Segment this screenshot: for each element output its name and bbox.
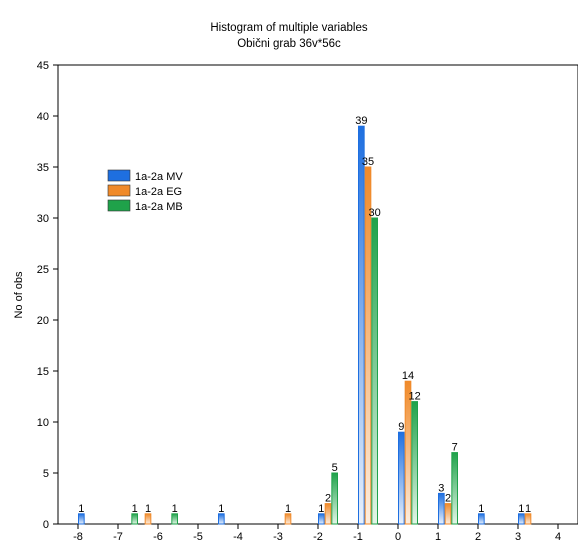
bar xyxy=(131,513,138,525)
bar-value-label: 1 xyxy=(132,503,138,515)
y-axis-label: No of obs xyxy=(13,271,25,319)
bar-value-label: 39 xyxy=(355,115,367,127)
bar xyxy=(404,380,412,525)
bar-value-label: 3 xyxy=(438,482,444,494)
bars-layer xyxy=(78,125,532,525)
y-tick-label: 40 xyxy=(37,111,49,123)
bar xyxy=(438,492,445,525)
legend-label-mb: 1a-2a MB xyxy=(135,201,183,213)
y-tick-label: 10 xyxy=(37,417,49,429)
x-tick-label: -5 xyxy=(193,531,203,542)
bar-value-label: 30 xyxy=(369,207,381,219)
chart-title: Histogram of multiple variables xyxy=(210,22,367,34)
x-tick-label: -4 xyxy=(233,531,243,542)
x-tick-label: -1 xyxy=(353,531,363,542)
y-axis: 0 5 10 15 20 25 30 35 40 45 xyxy=(37,60,58,531)
x-tick-label: 3 xyxy=(515,531,521,542)
bar-value-label: 1 xyxy=(318,503,324,515)
bar xyxy=(364,166,372,525)
x-tick-label: 4 xyxy=(555,531,561,542)
x-tick-label: -8 xyxy=(73,531,83,542)
legend: 1a-2a MV 1a-2a EG 1a-2a MB xyxy=(107,169,183,213)
legend-swatch-eg xyxy=(107,184,131,197)
x-tick-label: -2 xyxy=(313,531,323,542)
bar xyxy=(144,513,152,525)
bar xyxy=(524,513,532,525)
x-tick-label: -7 xyxy=(113,531,123,542)
bar-value-label: 1 xyxy=(478,503,484,515)
y-tick-label: 20 xyxy=(37,315,49,327)
bar xyxy=(78,513,85,525)
x-tick-label: -3 xyxy=(273,531,283,542)
bar xyxy=(518,513,525,525)
bar xyxy=(218,513,225,525)
legend-label-eg: 1a-2a EG xyxy=(135,186,182,198)
bar-value-label: 1 xyxy=(145,503,151,515)
x-axis: -8 -7 -6 -5 -4 -3 -2 -1 0 1 2 3 4 xyxy=(73,524,561,542)
y-tick-label: 5 xyxy=(43,468,49,480)
bar-value-label: 2 xyxy=(445,493,451,505)
bar xyxy=(318,513,325,525)
y-tick-label: 45 xyxy=(37,60,49,72)
bar xyxy=(411,401,419,525)
x-tick-label: 2 xyxy=(475,531,481,542)
bar xyxy=(284,513,292,525)
y-tick-label: 35 xyxy=(37,162,49,174)
bar-value-label: 9 xyxy=(398,421,404,433)
x-tick-label: 0 xyxy=(395,531,401,542)
bar xyxy=(398,431,405,525)
bar xyxy=(444,503,452,525)
bar-value-label: 1 xyxy=(525,503,531,515)
bar-value-label: 14 xyxy=(402,370,414,382)
bar xyxy=(331,472,339,525)
bar-value-label: 2 xyxy=(325,493,331,505)
y-tick-label: 30 xyxy=(37,213,49,225)
bar-value-label: 1 xyxy=(218,503,224,515)
bar-value-label: 1 xyxy=(285,503,291,515)
y-tick-label: 0 xyxy=(43,519,49,531)
legend-label-mv: 1a-2a MV xyxy=(135,171,183,183)
legend-swatch-mv xyxy=(107,169,131,182)
y-tick-label: 25 xyxy=(37,264,49,276)
legend-swatch-mb xyxy=(107,199,131,212)
bar xyxy=(171,513,178,525)
bar xyxy=(451,452,459,525)
x-tick-label: 1 xyxy=(435,531,441,542)
bar-value-label: 1 xyxy=(78,503,84,515)
bar-value-label: 1 xyxy=(172,503,178,515)
bar xyxy=(478,513,485,525)
y-tick-label: 15 xyxy=(37,366,49,378)
bar xyxy=(371,217,379,525)
chart-subtitle: Obični grab 36v*56c xyxy=(237,38,341,50)
bar-value-label: 1 xyxy=(518,503,524,515)
x-tick-label: -6 xyxy=(153,531,163,542)
bar-value-label: 5 xyxy=(332,462,338,474)
bar-value-label: 35 xyxy=(362,156,374,168)
bar xyxy=(324,503,332,525)
plot-frame xyxy=(57,64,578,525)
bar-value-label: 7 xyxy=(452,442,458,454)
bar-value-label: 12 xyxy=(409,391,421,403)
bar xyxy=(358,125,365,525)
